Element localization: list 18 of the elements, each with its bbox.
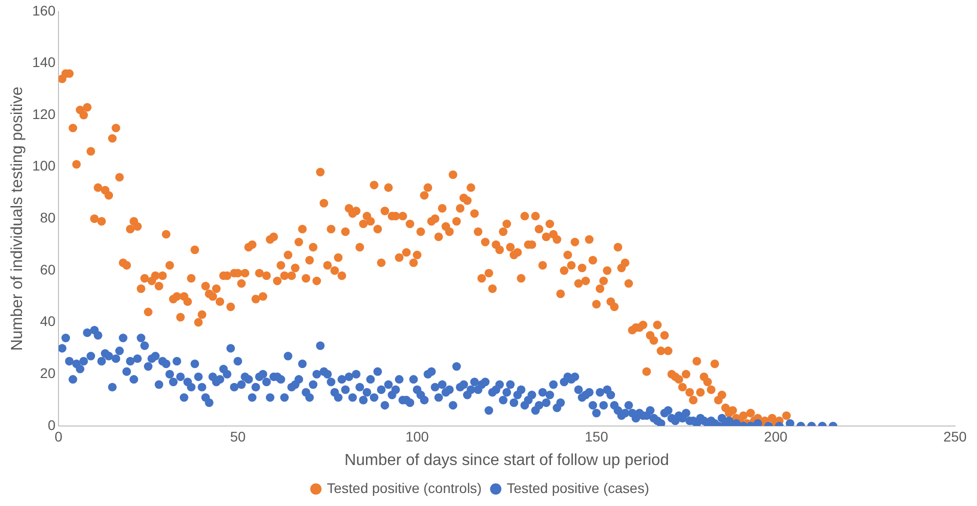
y-tick-label: 120 (32, 106, 56, 122)
x-axis-title: Number of days since start of follow up period (344, 452, 670, 469)
x-tick-label: 200 (764, 428, 788, 444)
x-tick-label: 150 (584, 428, 608, 444)
y-tick-label: 20 (40, 365, 56, 382)
y-tick-label: 40 (40, 313, 56, 330)
x-tick-label: 250 (943, 428, 967, 444)
y-tick-label: 160 (32, 2, 56, 18)
y-tick-label: 140 (32, 54, 56, 70)
y-tick-label: 0 (48, 416, 56, 433)
y-tick-label: 80 (40, 210, 56, 226)
legend-label: Tested positive (cases) (506, 480, 650, 496)
legend-label: Tested positive (controls) (326, 480, 482, 496)
x-tick-label: 100 (405, 428, 430, 444)
y-tick-label: 100 (32, 158, 56, 174)
y-tick-label: 60 (40, 261, 56, 278)
x-tick-label: 50 (230, 428, 246, 444)
y-axis-title: Number of individuals testing positive (9, 86, 26, 351)
